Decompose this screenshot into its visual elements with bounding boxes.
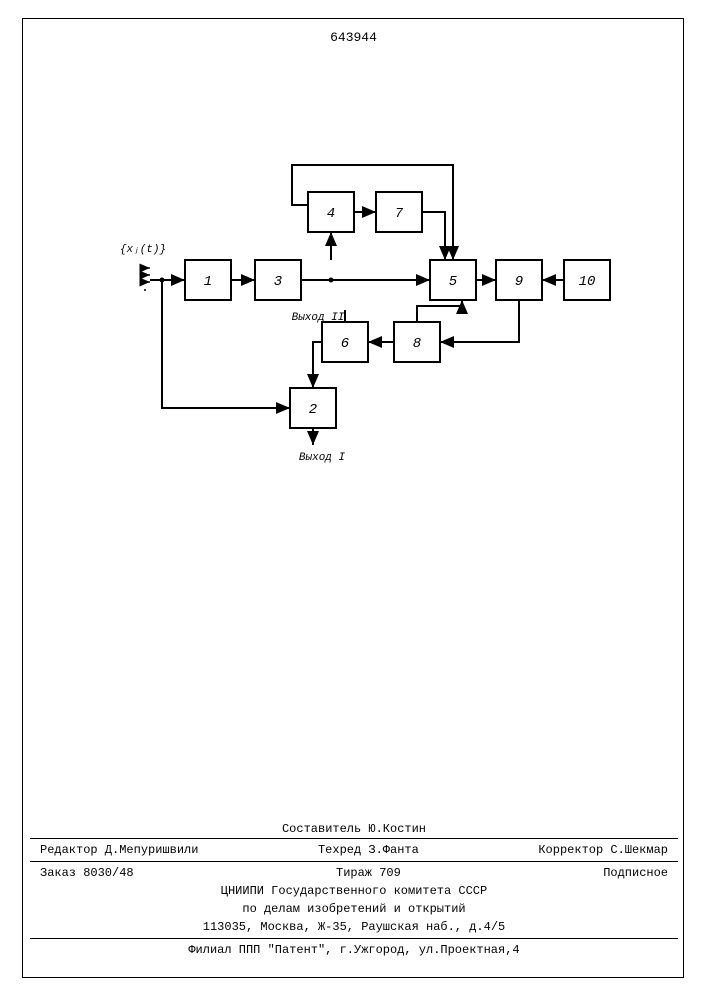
- block-label-8: 8: [413, 336, 421, 352]
- block-label-7: 7: [395, 206, 404, 222]
- block-label-3: 3: [274, 274, 282, 290]
- footer-table: Составитель Ю.Костин Редактор Д.Мепуришв…: [30, 820, 678, 961]
- editor: Редактор Д.Мепуришвили: [34, 841, 204, 859]
- org-line-2: 113035, Москва, Ж-35, Раушская наб., д.4…: [34, 918, 674, 936]
- circulation: Тираж 709: [330, 864, 407, 882]
- block-label-10: 10: [579, 274, 596, 290]
- diagram-label: Выход II: [292, 312, 345, 324]
- block-label-5: 5: [449, 274, 458, 290]
- org-line-1: по делам изобретений и открытий: [34, 900, 674, 918]
- diagram-label: Выход I: [299, 452, 346, 464]
- block-label-6: 6: [341, 336, 349, 352]
- org-line-0: ЦНИИПИ Государственного комитета СССР: [34, 882, 674, 900]
- subscription: Подписное: [597, 864, 674, 882]
- branch: Филиал ППП "Патент", г.Ужгород, ул.Проек…: [30, 938, 678, 961]
- block-diagram: 1 3 4 7 5 9 10 6 8 2 Выход II Выход I {xⱼ(t)}: [0, 0, 707, 500]
- block-label-2: 2: [309, 402, 317, 418]
- block-label-4: 4: [327, 206, 335, 222]
- block-label-9: 9: [515, 274, 523, 290]
- diagram-label: {xⱼ(t)}: [120, 244, 166, 256]
- order: Заказ 8030/48: [34, 864, 140, 882]
- techred: Техред З.Фанта: [312, 841, 425, 859]
- compiler: Составитель Ю.Костин: [30, 820, 678, 838]
- block-label-1: 1: [204, 274, 212, 290]
- corrector: Корректор С.Шекмар: [532, 841, 674, 859]
